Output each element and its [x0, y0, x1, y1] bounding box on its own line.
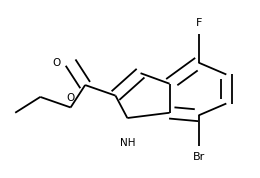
- Text: Br: Br: [192, 152, 205, 162]
- Text: F: F: [196, 18, 202, 28]
- Text: O: O: [52, 58, 60, 68]
- Text: O: O: [67, 93, 75, 103]
- Text: NH: NH: [120, 138, 135, 148]
